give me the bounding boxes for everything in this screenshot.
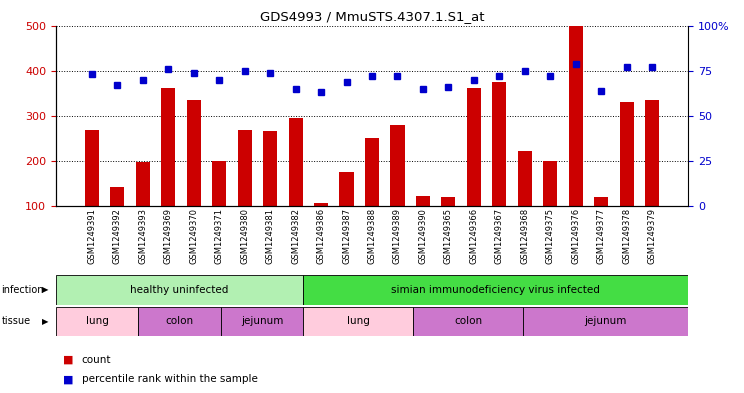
- Text: colon: colon: [165, 316, 193, 326]
- Text: ▶: ▶: [42, 285, 48, 294]
- Text: jejunum: jejunum: [585, 316, 627, 326]
- Text: jejunum: jejunum: [241, 316, 283, 326]
- Bar: [263, 131, 277, 206]
- Text: infection: infection: [1, 285, 44, 295]
- Text: ■: ■: [63, 354, 74, 365]
- Bar: [221, 307, 304, 336]
- Text: ■: ■: [63, 374, 74, 384]
- Bar: [543, 161, 557, 206]
- Bar: [518, 151, 532, 206]
- Bar: [304, 275, 688, 305]
- Text: lung: lung: [86, 316, 109, 326]
- Bar: [441, 197, 455, 206]
- Bar: [237, 130, 251, 206]
- Bar: [339, 173, 353, 206]
- Text: percentile rank within the sample: percentile rank within the sample: [82, 374, 257, 384]
- Text: count: count: [82, 354, 112, 365]
- Bar: [620, 102, 634, 206]
- Bar: [85, 130, 98, 206]
- Bar: [413, 307, 523, 336]
- Text: GDS4993 / MmuSTS.4307.1.S1_at: GDS4993 / MmuSTS.4307.1.S1_at: [260, 10, 484, 23]
- Bar: [161, 88, 175, 206]
- Bar: [365, 138, 379, 206]
- Bar: [569, 26, 583, 206]
- Bar: [594, 197, 609, 206]
- Text: tissue: tissue: [1, 316, 31, 326]
- Bar: [467, 88, 481, 206]
- Bar: [56, 275, 304, 305]
- Text: healthy uninfected: healthy uninfected: [130, 285, 228, 295]
- Bar: [416, 196, 430, 206]
- Bar: [646, 100, 659, 206]
- Bar: [289, 118, 303, 206]
- Text: simian immunodeficiency virus infected: simian immunodeficiency virus infected: [391, 285, 600, 295]
- Bar: [135, 162, 150, 206]
- Text: colon: colon: [454, 316, 482, 326]
- Text: lung: lung: [347, 316, 370, 326]
- Bar: [56, 307, 138, 336]
- Bar: [138, 307, 221, 336]
- Bar: [523, 307, 688, 336]
- Bar: [314, 203, 328, 206]
- Bar: [304, 307, 413, 336]
- Bar: [187, 100, 201, 206]
- Bar: [493, 82, 507, 206]
- Bar: [212, 161, 226, 206]
- Text: ▶: ▶: [42, 317, 48, 326]
- Bar: [391, 125, 405, 206]
- Bar: [110, 187, 124, 206]
